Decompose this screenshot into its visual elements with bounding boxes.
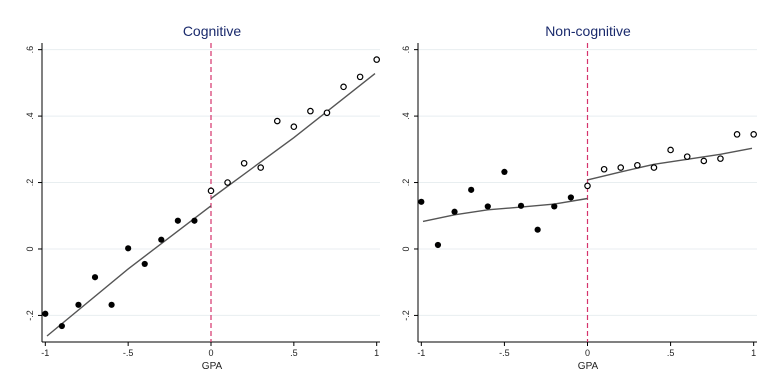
data-point <box>108 301 115 308</box>
data-point <box>240 159 248 167</box>
y-tick-label: .6 <box>25 46 35 54</box>
data-point <box>224 179 231 186</box>
data-point <box>207 187 215 195</box>
panel-title: Non-cognitive <box>545 23 631 39</box>
data-point <box>683 153 691 160</box>
data-point <box>700 157 708 165</box>
data-point <box>733 131 741 138</box>
data-point <box>634 161 641 169</box>
data-point <box>191 217 198 224</box>
data-point <box>517 202 525 209</box>
data-point <box>174 217 181 224</box>
y-tick-label: 0 <box>401 246 411 251</box>
data-point <box>75 301 82 308</box>
data-point <box>340 83 347 91</box>
data-point <box>600 165 608 173</box>
x-axis-label: GPA <box>202 361 223 372</box>
x-tick-label: 1 <box>751 348 756 358</box>
data-point <box>551 203 558 210</box>
y-tick-label: .6 <box>401 46 411 54</box>
data-point <box>667 146 674 154</box>
data-point <box>484 203 491 210</box>
x-tick-label: 1 <box>374 348 379 358</box>
data-point <box>650 164 658 171</box>
data-point <box>534 226 541 233</box>
fit-line <box>587 147 753 181</box>
x-tick-label: -1 <box>41 348 49 358</box>
panel-title: Cognitive <box>183 23 242 39</box>
data-point <box>125 245 132 252</box>
y-tick-label: .4 <box>401 112 411 120</box>
data-point <box>158 236 165 243</box>
panel-non-cognitive: -.2 0 .2 .4 .6 -1 -.5 0 .5 1 Non-cognitive GPA <box>401 23 757 372</box>
data-point <box>373 56 380 63</box>
data-point <box>257 164 265 171</box>
data-point <box>356 73 364 81</box>
y-tick-label: -.2 <box>25 310 35 321</box>
x-tick-label: 0 <box>208 348 213 358</box>
data-point <box>58 322 65 330</box>
data-point <box>434 241 442 249</box>
data-point <box>273 117 281 125</box>
x-tick-label: .5 <box>667 348 675 358</box>
data-point <box>290 123 298 131</box>
data-point <box>584 182 591 190</box>
data-point <box>141 260 148 268</box>
x-tick-label: -.5 <box>123 348 134 358</box>
x-tick-label: .5 <box>290 348 298 358</box>
data-point <box>42 310 49 317</box>
data-point <box>717 155 724 162</box>
x-tick-label: -1 <box>417 348 425 358</box>
panel-cognitive: -.2 0 .2 .4 .6 -1 -.5 0 .5 1 Cognitive GPA <box>25 23 380 372</box>
data-point <box>307 107 314 115</box>
data-point <box>323 109 331 117</box>
data-point <box>501 168 508 176</box>
y-tick-label: -.2 <box>401 310 411 321</box>
x-axis-label: GPA <box>578 361 599 372</box>
x-tick-label: -.5 <box>499 348 510 358</box>
fit-line <box>46 205 212 337</box>
y-tick-label: 0 <box>25 246 35 251</box>
fit-line <box>422 197 588 223</box>
data-point <box>468 186 475 193</box>
y-tick-label: .4 <box>25 112 35 120</box>
y-tick-label: .2 <box>25 179 35 187</box>
data-point <box>451 208 458 215</box>
data-point <box>567 194 574 201</box>
y-tick-label: .2 <box>401 179 411 187</box>
data-point <box>418 198 425 205</box>
data-point <box>617 164 625 171</box>
data-point <box>91 274 99 281</box>
x-tick-label: 0 <box>585 348 590 358</box>
data-point <box>750 131 757 138</box>
fit-line <box>210 73 376 200</box>
